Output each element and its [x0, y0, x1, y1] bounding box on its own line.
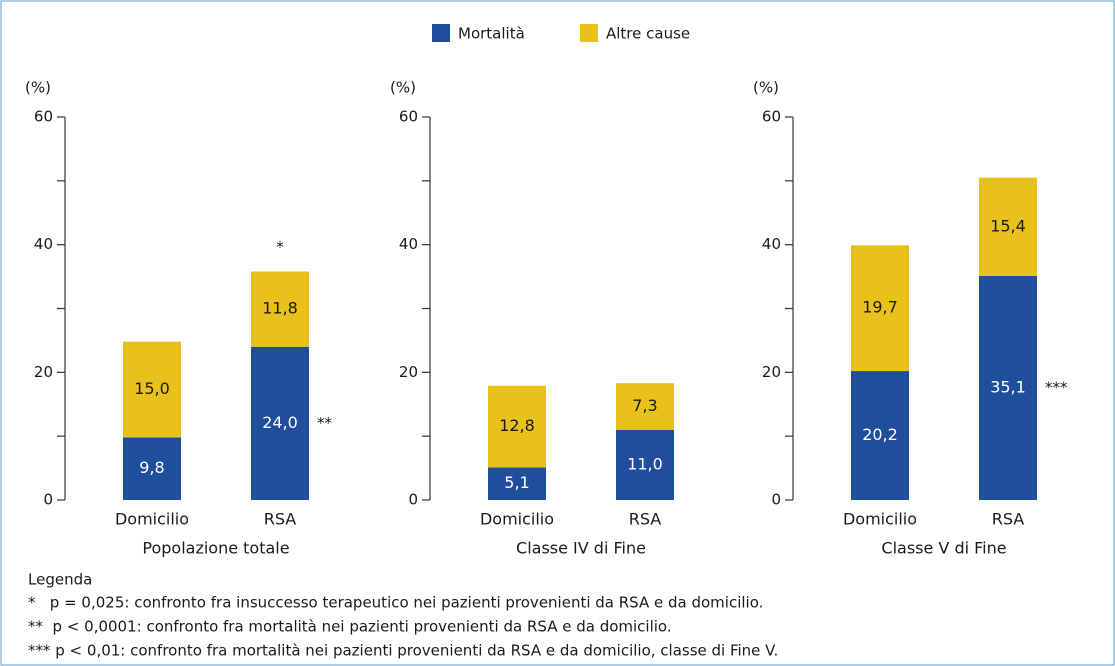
value-label: 5,1	[504, 473, 529, 492]
value-label: 19,7	[862, 298, 898, 317]
y-unit-label: (%)	[753, 79, 779, 97]
value-label: 15,4	[990, 216, 1026, 235]
bar-segment	[488, 385, 546, 468]
y-tick-label: 60	[34, 108, 53, 126]
annotation: **	[317, 414, 333, 432]
legend-label: Mortalità	[458, 25, 525, 43]
note: ** p < 0,0001: confronto fra mortalità n…	[28, 618, 672, 636]
y-tick-label: 0	[43, 491, 53, 509]
bar-segment	[251, 346, 309, 500]
note: * p = 0,025: confronto fra insuccesso te…	[28, 594, 763, 612]
value-label: 11,8	[262, 299, 298, 318]
x-axis-label: Popolazione totale	[142, 539, 289, 558]
y-tick-label: 40	[34, 235, 53, 253]
annotation: *	[276, 238, 284, 256]
x-tick-label: RSA	[629, 510, 662, 529]
bar-segment	[123, 341, 181, 438]
bar-segment	[851, 371, 909, 500]
y-tick-label: 40	[399, 235, 418, 253]
bar-segment	[851, 245, 909, 372]
y-tick-label: 40	[762, 235, 781, 253]
bar-segment	[616, 383, 674, 430]
y-tick-label: 20	[399, 363, 418, 381]
value-label: 35,1	[990, 377, 1026, 396]
value-label: 12,8	[499, 416, 535, 435]
y-tick-label: 60	[762, 108, 781, 126]
value-label: 24,0	[262, 413, 298, 432]
y-unit-label: (%)	[390, 79, 416, 97]
x-axis-label: Classe IV di Fine	[516, 539, 646, 558]
value-label: 7,3	[632, 396, 657, 415]
annotation: ***	[1045, 378, 1068, 396]
value-label: 15,0	[134, 379, 170, 398]
y-tick-label: 20	[762, 363, 781, 381]
note: *** p < 0,01: confronto fra mortalità ne…	[28, 642, 778, 660]
bar-segment	[488, 467, 546, 500]
legend-swatch	[580, 24, 598, 42]
y-tick-label: 0	[771, 491, 781, 509]
notes-title: Legenda	[28, 571, 92, 589]
value-label: 9,8	[139, 458, 164, 477]
y-unit-label: (%)	[25, 79, 51, 97]
x-tick-label: RSA	[264, 510, 297, 529]
value-label: 20,2	[862, 425, 898, 444]
legend-swatch	[432, 24, 450, 42]
x-tick-label: Domicilio	[843, 510, 917, 529]
bar-segment	[979, 275, 1037, 500]
bar-segment	[123, 437, 181, 500]
x-tick-label: Domicilio	[480, 510, 554, 529]
x-tick-label: Domicilio	[115, 510, 189, 529]
x-tick-label: RSA	[992, 510, 1025, 529]
y-tick-label: 60	[399, 108, 418, 126]
bar-segment	[979, 177, 1037, 276]
value-label: 11,0	[627, 454, 663, 473]
bar-segment	[251, 271, 309, 347]
x-axis-label: Classe V di Fine	[881, 539, 1006, 558]
y-tick-label: 20	[34, 363, 53, 381]
bar-segment	[616, 429, 674, 500]
y-tick-label: 0	[408, 491, 418, 509]
legend-label: Altre cause	[606, 25, 690, 43]
